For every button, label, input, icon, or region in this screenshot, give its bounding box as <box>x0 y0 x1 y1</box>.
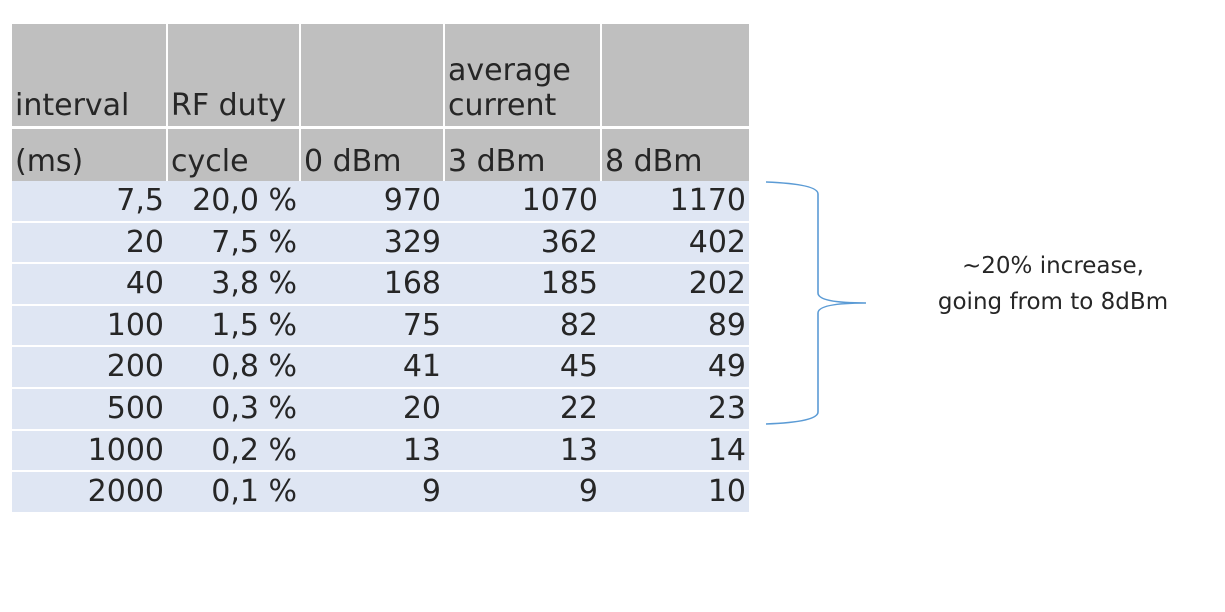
table-cell: 40 <box>12 262 167 305</box>
table-cell: 10 <box>601 470 749 512</box>
header-blank <box>601 24 749 128</box>
table-cell: 329 <box>300 220 444 264</box>
table-cell: 402 <box>601 220 749 264</box>
header-3dbm: 3 dBm <box>444 126 602 181</box>
header-row-bottom: (ms) cycle 0 dBm 3 dBm 8 dBm <box>12 126 749 181</box>
brace-path <box>765 181 867 425</box>
table-cell: 14 <box>601 428 749 472</box>
table-cell: 202 <box>601 262 749 305</box>
header-blank <box>300 24 445 128</box>
table-cell: 500 <box>12 386 167 430</box>
table-cell: 185 <box>444 262 601 305</box>
header-interval: interval <box>12 24 168 128</box>
table-row: 500 0,3 % 20 22 23 <box>12 386 749 430</box>
table-cell: 100 <box>12 303 167 347</box>
table-cell: 362 <box>444 220 601 264</box>
annotation-line-2: going from to 8dBm <box>937 289 1169 315</box>
table-cell: 0,8 % <box>167 345 300 388</box>
table-cell: 200 <box>12 345 167 388</box>
header-rf-duty: RF duty <box>167 24 301 128</box>
table-cell: 9 <box>444 470 601 512</box>
table-cell: 13 <box>300 428 444 472</box>
table-cell: 20 <box>12 220 167 264</box>
table-cell: 45 <box>444 345 601 388</box>
table-row: 1000 0,2 % 13 13 14 <box>12 428 749 472</box>
annotation-line-1: ~20% increase, <box>962 253 1144 279</box>
table-cell: 168 <box>300 262 444 305</box>
table-cell: 970 <box>300 181 444 222</box>
header-8dbm: 8 dBm <box>601 126 749 181</box>
header-ms: (ms) <box>12 126 168 181</box>
table-cell: 7,5 % <box>167 220 300 264</box>
table-cell: 1170 <box>601 181 749 222</box>
table-row: 200 0,8 % 41 45 49 <box>12 345 749 388</box>
table-cell: 1,5 % <box>167 303 300 347</box>
header-row-top: interval RF duty average current <box>12 24 749 128</box>
table-row: 7,5 20,0 % 970 1070 1170 <box>12 181 749 222</box>
table-cell: 13 <box>444 428 601 472</box>
table-row: 2000 0,1 % 9 9 10 <box>12 470 749 512</box>
table-cell: 82 <box>444 303 601 347</box>
header-current: current <box>448 88 557 123</box>
table-body: 7,5 20,0 % 970 1070 1170 20 7,5 % 329 362 402 40 3,… <box>12 181 749 512</box>
table-cell: 0,2 % <box>167 428 300 472</box>
table-cell: 22 <box>444 386 601 430</box>
table-row: 20 7,5 % 329 362 402 <box>12 220 749 264</box>
table-cell: 7,5 <box>12 181 167 222</box>
table-cell: 23 <box>601 386 749 430</box>
table-cell: 20,0 % <box>167 181 300 222</box>
table-row: 100 1,5 % 75 82 89 <box>12 303 749 347</box>
table-cell: 75 <box>300 303 444 347</box>
table-cell: 49 <box>601 345 749 388</box>
table-cell: 41 <box>300 345 444 388</box>
table-cell: 20 <box>300 386 444 430</box>
table-cell: 0,3 % <box>167 386 300 430</box>
table-cell: 2000 <box>12 470 167 512</box>
table-cell: 3,8 % <box>167 262 300 305</box>
annotation-text: ~20% increase, going from to 8dBm <box>888 248 1218 320</box>
header-average-current: average current <box>444 24 602 128</box>
table-cell: 89 <box>601 303 749 347</box>
table-cell: 0,1 % <box>167 470 300 512</box>
table-cell: 1070 <box>444 181 601 222</box>
table-cell: 9 <box>300 470 444 512</box>
header-cycle: cycle <box>167 126 301 181</box>
current-table: interval RF duty average current (ms) cyc… <box>12 24 749 512</box>
header-average: average <box>448 53 571 88</box>
table-row: 40 3,8 % 168 185 202 <box>12 262 749 305</box>
header-0dbm: 0 dBm <box>300 126 445 181</box>
table-cell: 1000 <box>12 428 167 472</box>
